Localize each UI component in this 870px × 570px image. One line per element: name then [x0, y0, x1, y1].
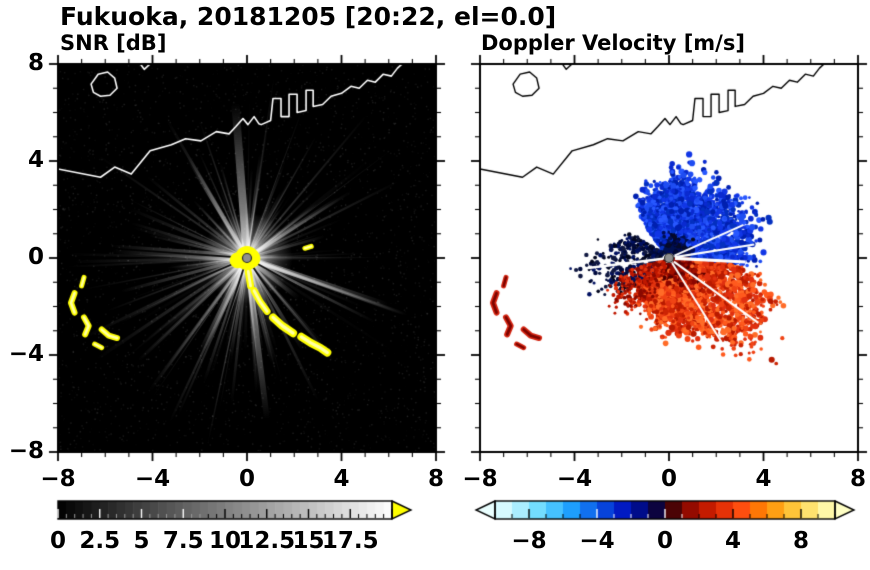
x-tick-label: 8 — [427, 466, 444, 492]
y-tick-label: 4 — [27, 147, 44, 173]
x-tick-label: −8 — [462, 466, 498, 492]
snr-colorbar-tick-label: 17.5 — [321, 528, 379, 554]
x-tick-label: 0 — [660, 466, 677, 492]
snr-colorbar-tick-label: 10 — [208, 528, 241, 554]
doppler-colorbar-tick-label: 0 — [656, 528, 673, 554]
snr-colorbar-tick-label: 2.5 — [79, 528, 121, 554]
y-tick-label: 0 — [27, 244, 44, 270]
x-tick-label: −4 — [134, 466, 171, 492]
snr-plot — [46, 52, 448, 464]
x-tick-label: 8 — [849, 466, 866, 492]
figure-title: Fukuoka, 20181205 [20:22, el=0.0] — [60, 2, 557, 31]
doppler-plot — [468, 52, 870, 464]
y-tick-label: −4 — [8, 341, 44, 367]
doppler-colorbar-tick-label: −8 — [511, 528, 547, 554]
doppler-colorbar — [468, 498, 870, 528]
doppler-colorbar-tick-label: 8 — [792, 528, 809, 554]
snr-colorbar-tick-label: 12.5 — [238, 528, 296, 554]
x-tick-label: 4 — [755, 466, 772, 492]
y-tick-label: −8 — [8, 438, 44, 464]
panel-title-doppler: Doppler Velocity [m/s] — [481, 31, 745, 55]
snr-colorbar-tick-label: 7.5 — [162, 528, 204, 554]
doppler-colorbar-tick-label: 4 — [724, 528, 741, 554]
y-tick-label: 8 — [27, 50, 44, 76]
panel-title-snr: SNR [dB] — [60, 31, 167, 55]
snr-colorbar-tick-label: 0 — [49, 528, 66, 554]
x-tick-label: −8 — [40, 466, 76, 492]
x-tick-label: −4 — [556, 466, 593, 492]
x-tick-label: 0 — [238, 466, 255, 492]
x-tick-label: 4 — [333, 466, 350, 492]
snr-colorbar — [50, 498, 422, 528]
snr-colorbar-tick-label: 5 — [133, 528, 150, 554]
snr-colorbar-tick-label: 15 — [292, 528, 325, 554]
doppler-colorbar-tick-label: −4 — [579, 528, 615, 554]
